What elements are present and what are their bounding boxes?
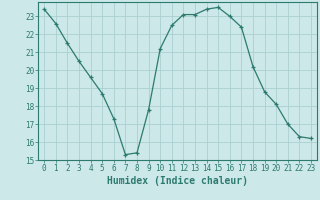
X-axis label: Humidex (Indice chaleur): Humidex (Indice chaleur): [107, 176, 248, 186]
